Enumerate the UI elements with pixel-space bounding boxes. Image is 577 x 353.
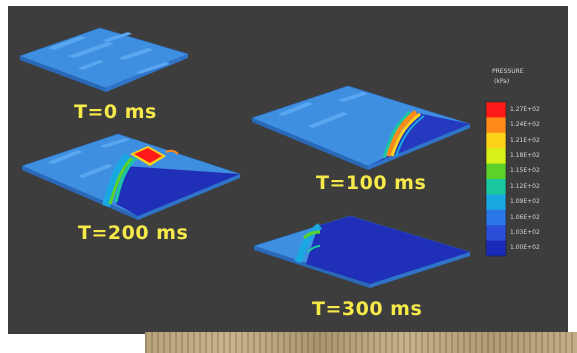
simulation-panel: T=0 ms T=100 ms T=200 ms T=300 ms PRESSU… — [8, 6, 568, 334]
legend-value: 1.27E+02 — [510, 105, 540, 113]
time-label-100ms: T=100 ms — [316, 172, 427, 194]
legend-swatch — [486, 132, 506, 149]
legend-value: 1.09E+02 — [510, 198, 540, 206]
pressure-plates — [19, 27, 507, 288]
time-label-0ms: T=0 ms — [74, 101, 157, 123]
legend-swatch — [486, 194, 506, 211]
legend-swatch — [486, 163, 506, 180]
legend-value: 1.06E+02 — [510, 213, 540, 221]
legend-swatch — [486, 240, 506, 257]
legend-swatch — [486, 148, 506, 165]
legend-value: 1.12E+02 — [510, 182, 540, 190]
legend-swatch — [486, 102, 506, 118]
legend-unit: (kPa) — [494, 78, 510, 85]
legend-value: 1.18E+02 — [510, 151, 540, 159]
legend-swatch — [486, 117, 506, 134]
legend-swatch — [486, 179, 506, 195]
legend-value: 1.15E+02 — [510, 167, 540, 175]
legend-title: PRESSURE — [492, 68, 524, 75]
legend-value: 1.03E+02 — [510, 228, 540, 236]
time-label-300ms: T=300 ms — [312, 298, 423, 320]
plate-t200 — [21, 133, 241, 220]
legend-swatch — [486, 209, 506, 226]
plate-t0 — [19, 27, 189, 92]
legend-value: 1.21E+02 — [510, 136, 540, 144]
legend-border — [485, 101, 507, 257]
time-label-200ms: T=200 ms — [78, 222, 189, 244]
legend-value: 1.00E+02 — [510, 244, 540, 252]
pressure-legend-bar — [485, 101, 507, 257]
plate-t100 — [251, 85, 471, 170]
plate-t300 — [253, 215, 472, 288]
photo-strip — [145, 332, 577, 353]
legend-value: 1.24E+02 — [510, 121, 540, 129]
legend-swatch — [486, 225, 506, 242]
